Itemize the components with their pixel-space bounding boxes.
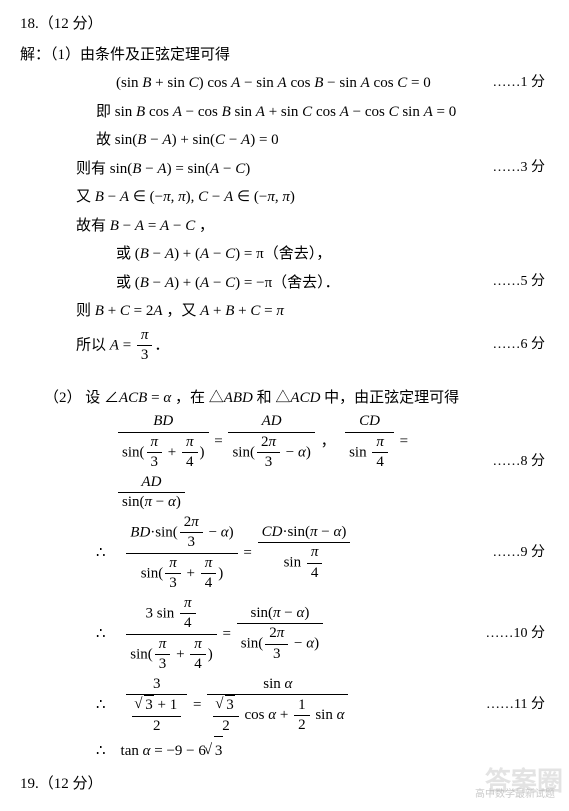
eq-part2-3: ∴ 3 sin π4 sin(π3 + π4) = sin(π − α) sin…: [20, 594, 325, 675]
part1-intro: 解：（1）由条件及正弦定理可得: [20, 41, 553, 70]
score-8: ……8 分: [483, 449, 553, 476]
eq-10-prefix: 所以: [76, 337, 110, 353]
score-11: ……11 分: [483, 692, 553, 719]
score-5: ……5 分: [483, 269, 553, 296]
eq-4-row: 则有 sin(B − A) = sin(A − C) ……3 分: [20, 155, 553, 184]
eq-1-row: (sin B + sin C) cos A − sin A cos B − si…: [20, 69, 553, 98]
q19-header: 19.（12 分）: [20, 770, 553, 799]
eq-4-prefix: 则有: [76, 161, 110, 177]
eq-5-body: B − A ∈ (−π, π), C − A ∈ (−π, π): [95, 189, 295, 205]
eq-part2-1-row: BD sin(π3 + π4) = AD sin(2π3 − α) ， CD s…: [20, 412, 553, 513]
part2-intro: （2） 设 ∠ACB = α ，在 △ABD 和 △ACD 中，由正弦定理可得: [20, 384, 553, 413]
eq-part2-4-row: ∴ 3 3 + 12 = sin α 32 cos α + 12 sin α ……: [20, 675, 553, 737]
score-6: ……6 分: [483, 332, 553, 359]
eq-3-body: sin(B − A) + sin(C − A) = 0: [115, 132, 279, 148]
eq-2: 即 sin B cos A − cos B sin A + sin C cos …: [20, 98, 553, 127]
score-10: ……10 分: [483, 621, 553, 648]
eq-3-prefix: 故: [96, 132, 115, 148]
eq-4-body: sin(B − A) = sin(A − C): [110, 161, 250, 177]
eq-9: 则 B + C = 2A ，又 A + B + C = π: [20, 297, 553, 326]
eq-6: 故有 B − A = A − C ，: [20, 212, 553, 241]
eq-part2-4: ∴ 3 3 + 12 = sin α 32 cos α + 12 sin α: [20, 675, 350, 737]
eq-5-prefix: 又: [76, 189, 95, 205]
eq-1: (sin B + sin C) cos A − sin A cos B − si…: [116, 69, 431, 98]
score-9: ……9 分: [483, 540, 553, 567]
eq-2-prefix: 即: [96, 104, 115, 120]
eq-final: ∴ tan α = −9 − 63: [20, 736, 553, 766]
eq-3: 故 sin(B − A) + sin(C − A) = 0: [20, 126, 553, 155]
eq-8: 或 (B − A) + (A − C) = −π（舍去）．: [20, 269, 340, 298]
page: 18.（12 分） 解：（1）由条件及正弦定理可得 (sin B + sin C…: [0, 0, 569, 810]
score-3: ……3 分: [483, 155, 553, 182]
eq-part2-2-row: ∴ BD·sin(2π3 − α) sin(π3 + π4) = CD·sin(…: [20, 513, 553, 594]
eq-10: 所以 A = π3．: [20, 326, 169, 366]
eq-2-body: sin B cos A − cos B sin A + sin C cos A …: [115, 104, 456, 120]
eq-10-row: 所以 A = π3． ……6 分: [20, 326, 553, 366]
eq-8-row: 或 (B − A) + (A − C) = −π（舍去）． ……5 分: [20, 269, 553, 298]
eq-part2-3-row: ∴ 3 sin π4 sin(π3 + π4) = sin(π − α) sin…: [20, 594, 553, 675]
score-1: ……1 分: [483, 70, 553, 97]
eq-part2-1: BD sin(π3 + π4) = AD sin(2π3 − α) ， CD s…: [20, 412, 475, 513]
eq-part2-2: ∴ BD·sin(2π3 − α) sin(π3 + π4) = CD·sin(…: [20, 513, 352, 594]
eq-7: 或 (B − A) + (A − C) = π（舍去），: [20, 240, 553, 269]
eq-5: 又 B − A ∈ (−π, π), C − A ∈ (−π, π): [20, 183, 553, 212]
q18-header: 18.（12 分）: [20, 10, 553, 39]
